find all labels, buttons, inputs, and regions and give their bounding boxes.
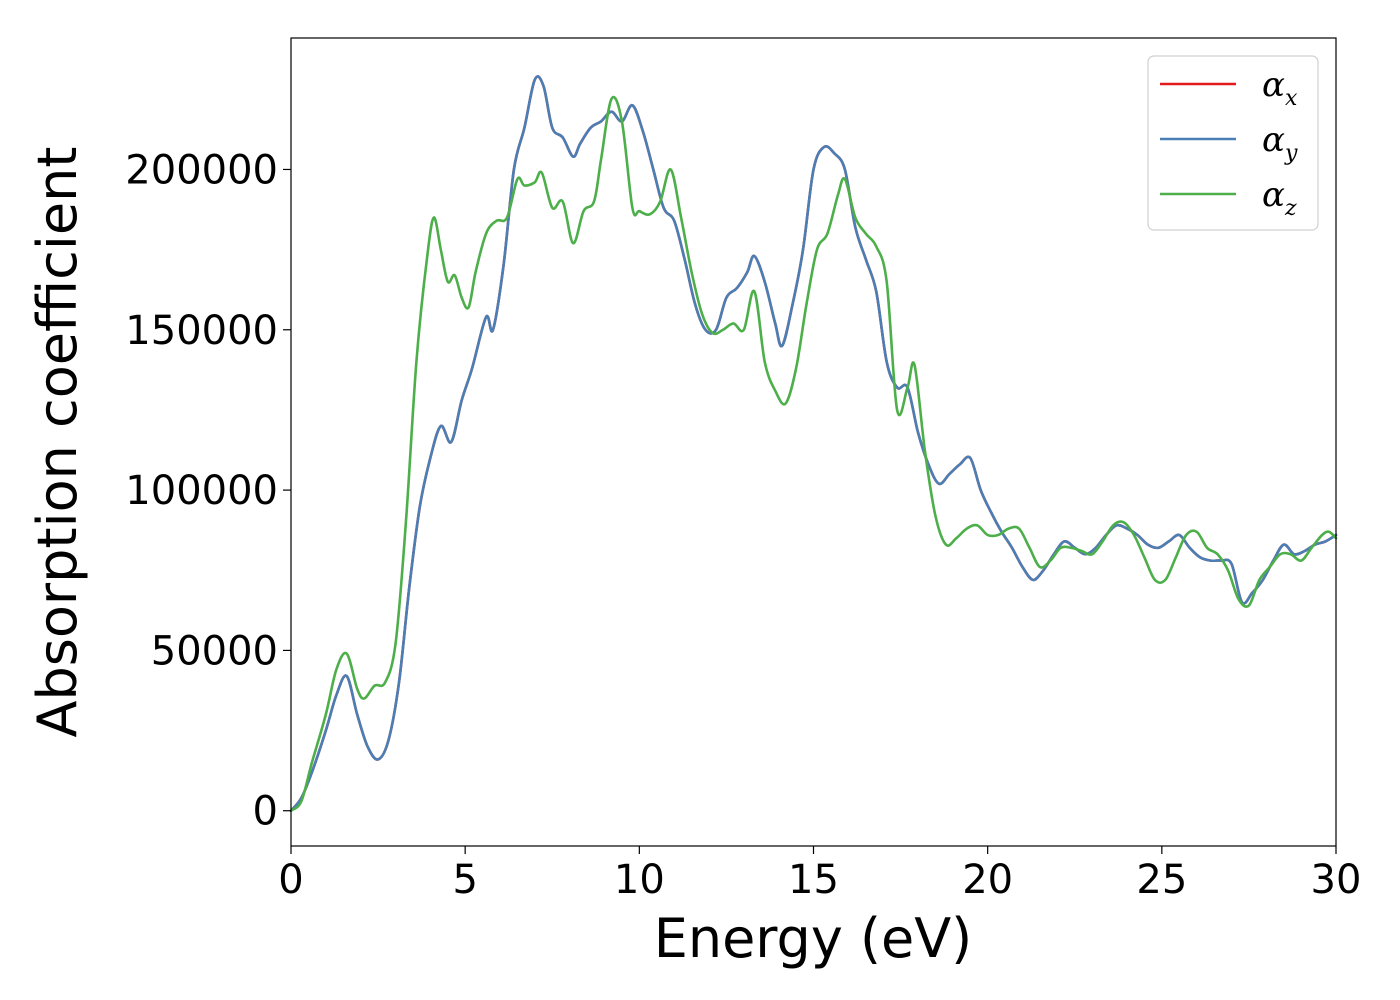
x-tick-label: 15 <box>788 857 839 903</box>
x-tick-label: 5 <box>452 857 477 903</box>
legend-subscript: y <box>1284 141 1298 166</box>
y-tick-label: 100000 <box>125 468 278 514</box>
legend-subscript: z <box>1284 196 1297 221</box>
y-axis-title: Absorption coefficient <box>26 147 89 738</box>
y-axis: 0 50000 100000 150000 200000 <box>125 147 291 835</box>
y-tick-label: 150000 <box>125 308 278 354</box>
x-tick-label: 10 <box>614 857 665 903</box>
series-line-z <box>289 95 1338 812</box>
legend-subscript: x <box>1285 86 1298 111</box>
y-tick-label: 0 <box>253 789 278 835</box>
x-tick-label: 25 <box>1136 857 1187 903</box>
series-line-y <box>289 75 1338 812</box>
x-axis: 0 5 10 15 20 25 30 <box>278 846 1361 903</box>
x-tick-label: 0 <box>278 857 303 903</box>
y-tick-label: 50000 <box>151 628 278 674</box>
series-layer <box>289 75 1338 812</box>
x-tick-label: 30 <box>1311 857 1362 903</box>
x-tick-label: 20 <box>962 857 1013 903</box>
y-tick-label: 200000 <box>125 147 278 193</box>
legend-box <box>1147 55 1319 231</box>
x-axis-title: Energy (eV) <box>654 907 973 970</box>
